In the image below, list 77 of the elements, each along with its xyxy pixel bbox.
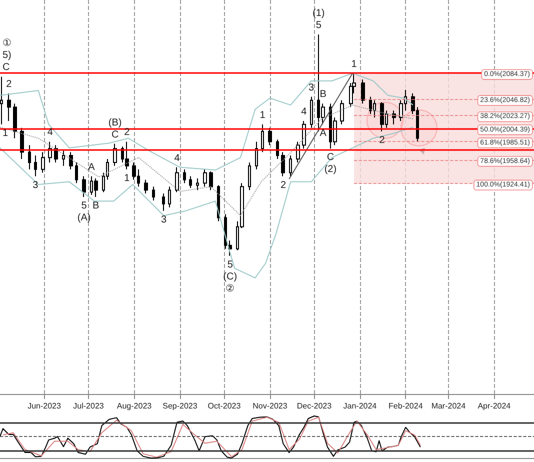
candlestick xyxy=(62,150,65,166)
annotation: (B) xyxy=(108,117,122,128)
candlestick xyxy=(261,124,264,153)
candlestick xyxy=(369,96,372,115)
candlestick xyxy=(209,170,213,191)
x-tick-label: Feb-2024 xyxy=(388,402,424,410)
x-tick-label: Nov-2023 xyxy=(252,402,288,410)
x-tick-label: Mar-2024 xyxy=(431,402,466,410)
x-tick-label: Sep-2023 xyxy=(162,402,198,410)
annotation: C xyxy=(326,152,334,164)
annotation: C xyxy=(111,129,119,140)
candlestick xyxy=(28,144,31,170)
x-tick-label: Dec-2023 xyxy=(296,402,332,410)
candlestick xyxy=(255,141,258,170)
annotation: 3 xyxy=(160,214,167,226)
candlestick xyxy=(0,76,3,125)
candlestick xyxy=(268,127,272,146)
candlestick xyxy=(289,155,292,177)
candlestick xyxy=(175,166,179,193)
annotation: 5 xyxy=(81,200,88,212)
candlestick xyxy=(361,78,365,104)
candlestick xyxy=(380,102,384,132)
annotation: 5) xyxy=(2,50,12,62)
candlestick xyxy=(248,162,251,191)
candlestick xyxy=(162,193,165,212)
annotation: B xyxy=(320,89,327,100)
x-tick-label: Aug-2023 xyxy=(116,402,152,410)
annotation: ① xyxy=(2,38,12,50)
x-tick-label: Oct-2023 xyxy=(208,402,242,410)
annotation: 2 xyxy=(124,127,130,138)
x-tick-label: Jun-2023 xyxy=(28,402,62,410)
candlestick xyxy=(41,152,45,174)
candlestick xyxy=(144,179,148,194)
annotation: (C) xyxy=(223,271,238,282)
annotation: (2) xyxy=(324,164,337,176)
candlestick xyxy=(69,152,73,170)
annotation: C xyxy=(2,62,10,74)
candlestick xyxy=(281,152,285,177)
x-tick-label: Jan-2024 xyxy=(343,402,378,410)
candlestick xyxy=(94,178,98,198)
candlestick xyxy=(168,186,171,208)
candlestick xyxy=(189,176,192,189)
candlestick xyxy=(196,178,199,191)
annotation: 4 xyxy=(301,106,308,118)
annotation: (A) xyxy=(77,212,91,224)
annotation: 2 xyxy=(379,134,386,146)
annotation: 1 xyxy=(351,58,358,70)
candlestick xyxy=(7,92,11,122)
candlestick xyxy=(203,168,207,188)
annotation: ② xyxy=(226,283,235,294)
annotation: 3 xyxy=(32,180,39,191)
annotation: 1 xyxy=(124,172,130,184)
candlestick xyxy=(340,100,344,125)
annotation: 1 xyxy=(260,110,266,121)
annotation: 2 xyxy=(280,180,286,191)
candlestick xyxy=(373,100,376,118)
candlestick xyxy=(125,141,129,170)
annotation: 3 xyxy=(308,82,314,94)
annotation: A xyxy=(320,128,327,139)
candlestick xyxy=(13,103,17,139)
annotation: 4 xyxy=(174,152,180,164)
annotation: 5 xyxy=(316,20,322,32)
candlestick xyxy=(34,155,37,177)
x-tick-label: Jul-2023 xyxy=(73,402,104,410)
annotation: B xyxy=(92,200,100,212)
annotation: 5 xyxy=(227,259,234,270)
annotation: A xyxy=(88,162,96,173)
candlestick xyxy=(75,162,78,184)
candlestick xyxy=(310,96,313,128)
annotation: 1 xyxy=(2,128,8,139)
annotation: 2 xyxy=(6,78,12,90)
candlestick xyxy=(82,176,86,198)
annotation: (1) xyxy=(312,8,325,20)
candlestick xyxy=(183,168,186,184)
x-tick-label: Apr-2024 xyxy=(478,402,512,410)
candlestick xyxy=(152,186,155,201)
annotation: 4 xyxy=(47,127,54,138)
